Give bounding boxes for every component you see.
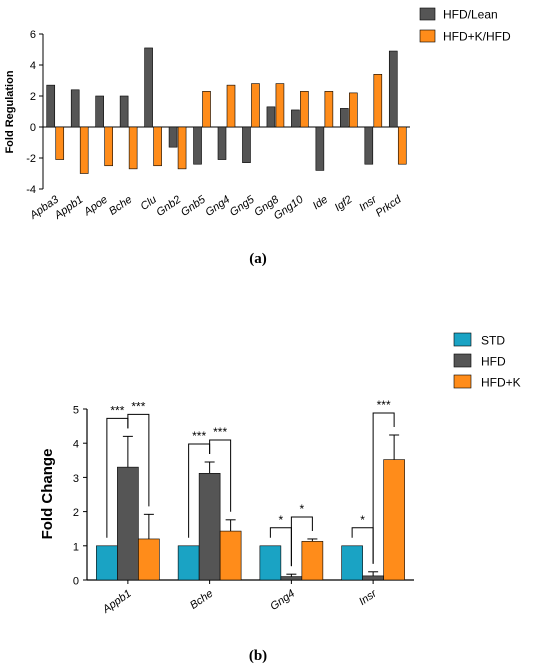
chart-a-bar — [266, 106, 276, 128]
chart-a-bar — [46, 84, 56, 128]
chart-a: Fold Regulation (a) -4-20246Apba3Appb1Ap… — [4, 8, 511, 268]
chart-b: Fold Change (b) 0 1 2 3 4 5 Appb1 Bche Gng4 Insr *… — [39, 332, 521, 664]
chart-b-panel-label: (b) — [249, 648, 267, 664]
chart-a-legend-swatch — [419, 7, 436, 21]
chart-b-legend-swatch — [453, 332, 472, 347]
chart-a-bar — [364, 126, 374, 165]
chart-b-bar — [280, 576, 303, 581]
chart-a-category-label: Prkcd — [374, 193, 405, 219]
chart-b-significance-label: *** — [192, 429, 206, 443]
chart-a-category-label: Gnb2 — [154, 194, 183, 219]
chart-a-legend-label: HFD/Lean — [443, 8, 498, 22]
chart-a-bar — [349, 92, 358, 128]
chart-a-bar — [202, 91, 211, 128]
chart-b-significance-bracket — [127, 413, 150, 507]
chart-b-ytick-label: 2 — [73, 507, 79, 519]
chart-b-significance-label: *** — [131, 399, 145, 413]
chart-a-bar — [397, 126, 407, 165]
chart-a-bar — [70, 89, 80, 128]
chart-b-significance-bracket — [290, 516, 313, 567]
chart-a-ytick-label: 2 — [30, 91, 36, 103]
chart-a-category-label: Igf2 — [333, 194, 355, 214]
chart-a-bar — [168, 126, 178, 148]
chart-a-legend-swatch — [419, 29, 436, 43]
chart-a-category-label: Ide — [311, 194, 330, 213]
chart-b-legend-swatch — [453, 374, 472, 389]
chart-b-bar — [301, 541, 324, 581]
chart-a-bar — [128, 126, 138, 170]
chart-b-category-label: Bche — [188, 588, 215, 612]
chart-b-ytick-label: 0 — [73, 576, 79, 588]
chart-b-legend-swatch — [453, 353, 472, 368]
chart-a-bar — [104, 126, 113, 167]
chart-b-bar — [96, 545, 118, 581]
chart-b-ytick-label: 3 — [73, 473, 79, 485]
chart-a-category-label: Gnb5 — [179, 193, 209, 219]
chart-a-bar — [242, 126, 251, 163]
chart-a-ytick-label: -4 — [26, 184, 36, 196]
chart-a-bar — [315, 126, 325, 171]
chart-b-bar — [362, 575, 384, 581]
chart-b-significance-label: * — [360, 513, 365, 527]
chart-b-significance-label: *** — [213, 425, 227, 439]
chart-a-bar — [217, 126, 227, 160]
chart-a-bar — [95, 95, 104, 128]
chart-a-ytick-label: 6 — [30, 29, 36, 41]
chart-a-category-label: Bche — [107, 194, 134, 218]
chart-a-category-label: Gng4 — [203, 194, 232, 219]
chart-a-bar — [324, 91, 334, 128]
chart-b-significance-bracket — [209, 439, 232, 512]
chart-a-ytick-label: -2 — [26, 153, 36, 165]
chart-b-ylabel: Fold Change — [39, 449, 56, 540]
chart-b-category-label: Appb1 — [100, 588, 134, 617]
chart-a-panel-label: (a) — [249, 251, 267, 267]
chart-b-bar — [383, 459, 405, 581]
chart-a-bar — [251, 83, 260, 128]
chart-b-significance-label: *** — [377, 398, 391, 412]
chart-b-bar — [198, 472, 221, 581]
chart-a-ytick-label: 4 — [30, 60, 36, 72]
chart-a-bar — [388, 50, 398, 128]
chart-a-bar — [119, 95, 129, 128]
chart-b-bar — [341, 545, 363, 581]
chart-b-significance-label: * — [300, 502, 305, 516]
chart-b-ytick-label: 5 — [73, 405, 79, 417]
chart-b-bar — [117, 466, 139, 581]
chart-b-bar — [138, 538, 160, 581]
chart-a-legend-label: HFD+K/HFD — [443, 30, 511, 44]
chart-a-ytick-label: 0 — [30, 122, 36, 134]
chart-b-significance-label: *** — [110, 403, 124, 417]
chart-b-legend-label: HFD+K — [481, 376, 521, 390]
chart-a-bar — [340, 108, 349, 128]
chart-b-ytick-label: 4 — [73, 439, 79, 451]
chart-b-legend-label: STD — [481, 334, 505, 348]
chart-b-significance-label: * — [279, 513, 284, 527]
chart-a-bar — [55, 126, 65, 160]
chart-b-bar — [259, 545, 282, 581]
chart-b-bar — [219, 530, 242, 581]
chart-a-bar — [79, 126, 89, 174]
chart-a-bar — [193, 126, 202, 165]
chart-b-significance-bracket — [372, 412, 395, 564]
chart-a-bar — [177, 126, 187, 170]
chart-b-category-label: Insr — [357, 587, 380, 608]
chart-a-bar — [275, 83, 285, 128]
chart-b-legend-label: HFD — [481, 355, 506, 369]
chart-a-bar — [144, 47, 153, 128]
chart-b-ytick-label: 1 — [73, 541, 79, 553]
chart-a-category-label: Gng5 — [228, 193, 258, 219]
chart-a-bar — [300, 91, 309, 128]
chart-a-category-label: Apoe — [81, 194, 110, 219]
chart-a-bar — [373, 74, 383, 128]
chart-a-bar — [153, 126, 162, 167]
chart-a-bar — [226, 84, 236, 128]
chart-a-ylabel: Fold Regulation — [4, 70, 16, 153]
chart-a-bar — [291, 109, 300, 128]
chart-b-bar — [177, 545, 200, 581]
chart-b-category-label: Gng4 — [268, 588, 297, 613]
